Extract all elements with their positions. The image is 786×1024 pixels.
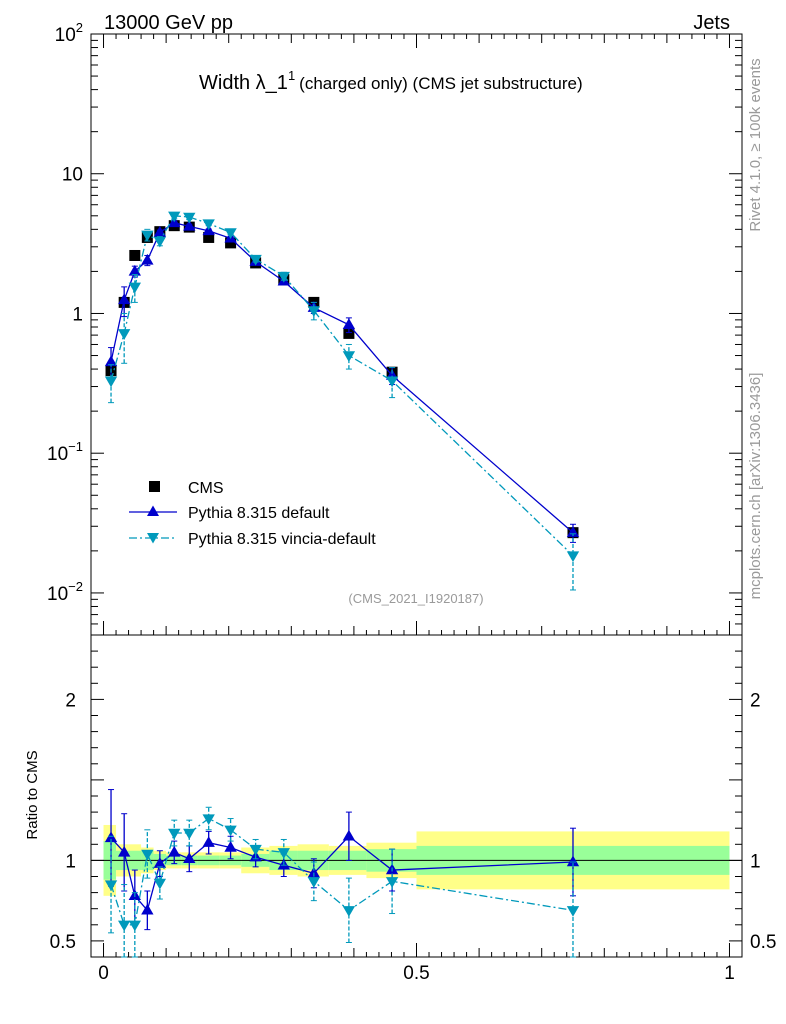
ratio-point-2 bbox=[224, 825, 237, 837]
ratio-point-1 bbox=[153, 857, 167, 868]
ratio-point-2 bbox=[183, 828, 196, 840]
ratio-point-1 bbox=[224, 841, 237, 852]
legend-pythia-default-marker bbox=[147, 505, 159, 516]
ratio-point-1 bbox=[307, 866, 321, 878]
ratio-point-2 bbox=[566, 906, 580, 917]
ratio-y-tick-label: 2 bbox=[65, 690, 76, 711]
ratio-point-2 bbox=[104, 880, 118, 892]
series-point-2 bbox=[566, 551, 580, 563]
cms-data-point bbox=[203, 231, 215, 243]
ratio-point-1 bbox=[183, 852, 196, 864]
x-tick-label: 1 bbox=[724, 963, 735, 984]
series-line-2 bbox=[110, 215, 574, 557]
y-tick-label: 10−2 bbox=[47, 579, 83, 605]
series-point-2 bbox=[249, 254, 262, 266]
y-tick-label: 1 bbox=[72, 304, 83, 325]
series-point-2 bbox=[307, 306, 321, 318]
ratio-y-tick-label: 0.5 bbox=[50, 932, 76, 953]
legend-pythia-vincia-marker bbox=[147, 533, 159, 544]
legend-pythia-vincia-label: Pythia 8.315 vincia-default bbox=[188, 531, 376, 548]
ratio-point-2 bbox=[168, 828, 181, 840]
legend-cms-label: CMS bbox=[188, 480, 224, 497]
analysis-id: (CMS_2021_I1920187) bbox=[348, 591, 483, 606]
ratio-point-1 bbox=[141, 903, 154, 915]
cms-data-point bbox=[129, 249, 141, 261]
legend-pythia-default-label: Pythia 8.315 default bbox=[188, 505, 330, 522]
ratio-point-1 bbox=[342, 829, 356, 841]
chart-title: Width λ_11 (charged only) (CMS jet substr… bbox=[199, 68, 583, 94]
cms-data-point bbox=[225, 237, 237, 249]
ratio-point-1 bbox=[168, 845, 181, 857]
legend: CMS Pythia 8.315 default Pythia 8.315 vi… bbox=[129, 480, 376, 548]
x-tick-label: 0.5 bbox=[403, 963, 429, 984]
ratio-point-2 bbox=[118, 920, 131, 932]
ratio-point-1 bbox=[202, 836, 215, 847]
legend-cms-marker bbox=[149, 481, 160, 492]
series-point-1 bbox=[566, 526, 580, 537]
y-tick-label: 10 bbox=[62, 165, 83, 186]
ratio-point-1 bbox=[566, 855, 580, 867]
header-left: 13000 GeV pp bbox=[104, 12, 233, 34]
series-point-2 bbox=[118, 329, 131, 340]
series-point-1 bbox=[141, 253, 154, 265]
series-point-1 bbox=[118, 293, 131, 305]
series-point-1 bbox=[153, 225, 167, 237]
ratio-point-2 bbox=[277, 848, 290, 859]
ratio-y-tick-label-right: 2 bbox=[750, 690, 761, 711]
ratio-point-1 bbox=[118, 845, 131, 857]
series-layer bbox=[104, 211, 580, 958]
series-point-2 bbox=[202, 219, 215, 231]
series-point-2 bbox=[224, 228, 237, 239]
ratio-frame bbox=[90, 634, 743, 958]
ratio-y-tick-label: 1 bbox=[65, 851, 76, 872]
ratio-y-tick-label-right: 0.5 bbox=[750, 932, 776, 953]
series-point-2 bbox=[104, 376, 118, 388]
cms-data-point bbox=[343, 327, 355, 339]
axes: 102 10 1 10−1 10−2 0.5 0.5 1 1 2 2 0 0.5 1 bbox=[47, 20, 776, 984]
y-tick-label: 102 bbox=[55, 20, 83, 46]
ratio-point-2 bbox=[385, 877, 399, 888]
series-point-2 bbox=[342, 351, 356, 363]
series-point-1 bbox=[104, 355, 118, 367]
ratio-point-2 bbox=[202, 814, 215, 826]
series-point-1 bbox=[183, 219, 196, 231]
ratio-point-2 bbox=[249, 844, 262, 856]
series-point-1 bbox=[128, 264, 141, 276]
ratio-ylabel: Ratio to CMS bbox=[24, 750, 41, 839]
series-point-2 bbox=[153, 236, 167, 248]
ratio-point-2 bbox=[307, 877, 321, 888]
ratio-point-2 bbox=[153, 878, 167, 890]
ratio-y-tick-label-right: 1 bbox=[750, 851, 761, 872]
series-point-2 bbox=[183, 212, 196, 224]
ratio-point-2 bbox=[141, 849, 154, 861]
ratio-point-2 bbox=[342, 906, 356, 917]
series-line-1 bbox=[110, 222, 574, 534]
series-point-2 bbox=[277, 271, 290, 283]
ratio-point-2 bbox=[128, 920, 141, 932]
series-point-2 bbox=[168, 211, 181, 223]
y-tick-label: 10−1 bbox=[47, 439, 83, 465]
series-point-1 bbox=[342, 318, 356, 330]
series-point-2 bbox=[385, 376, 399, 388]
header-right: Jets bbox=[693, 12, 730, 34]
mcplots-label: mcplots.cern.ch [arXiv:1306.3436] bbox=[747, 373, 764, 600]
rivet-label: Rivet 4.1.0, ≥ 100k events bbox=[747, 58, 764, 231]
x-tick-label: 0 bbox=[98, 963, 109, 984]
series-point-2 bbox=[128, 282, 141, 294]
series-point-2 bbox=[141, 230, 154, 242]
